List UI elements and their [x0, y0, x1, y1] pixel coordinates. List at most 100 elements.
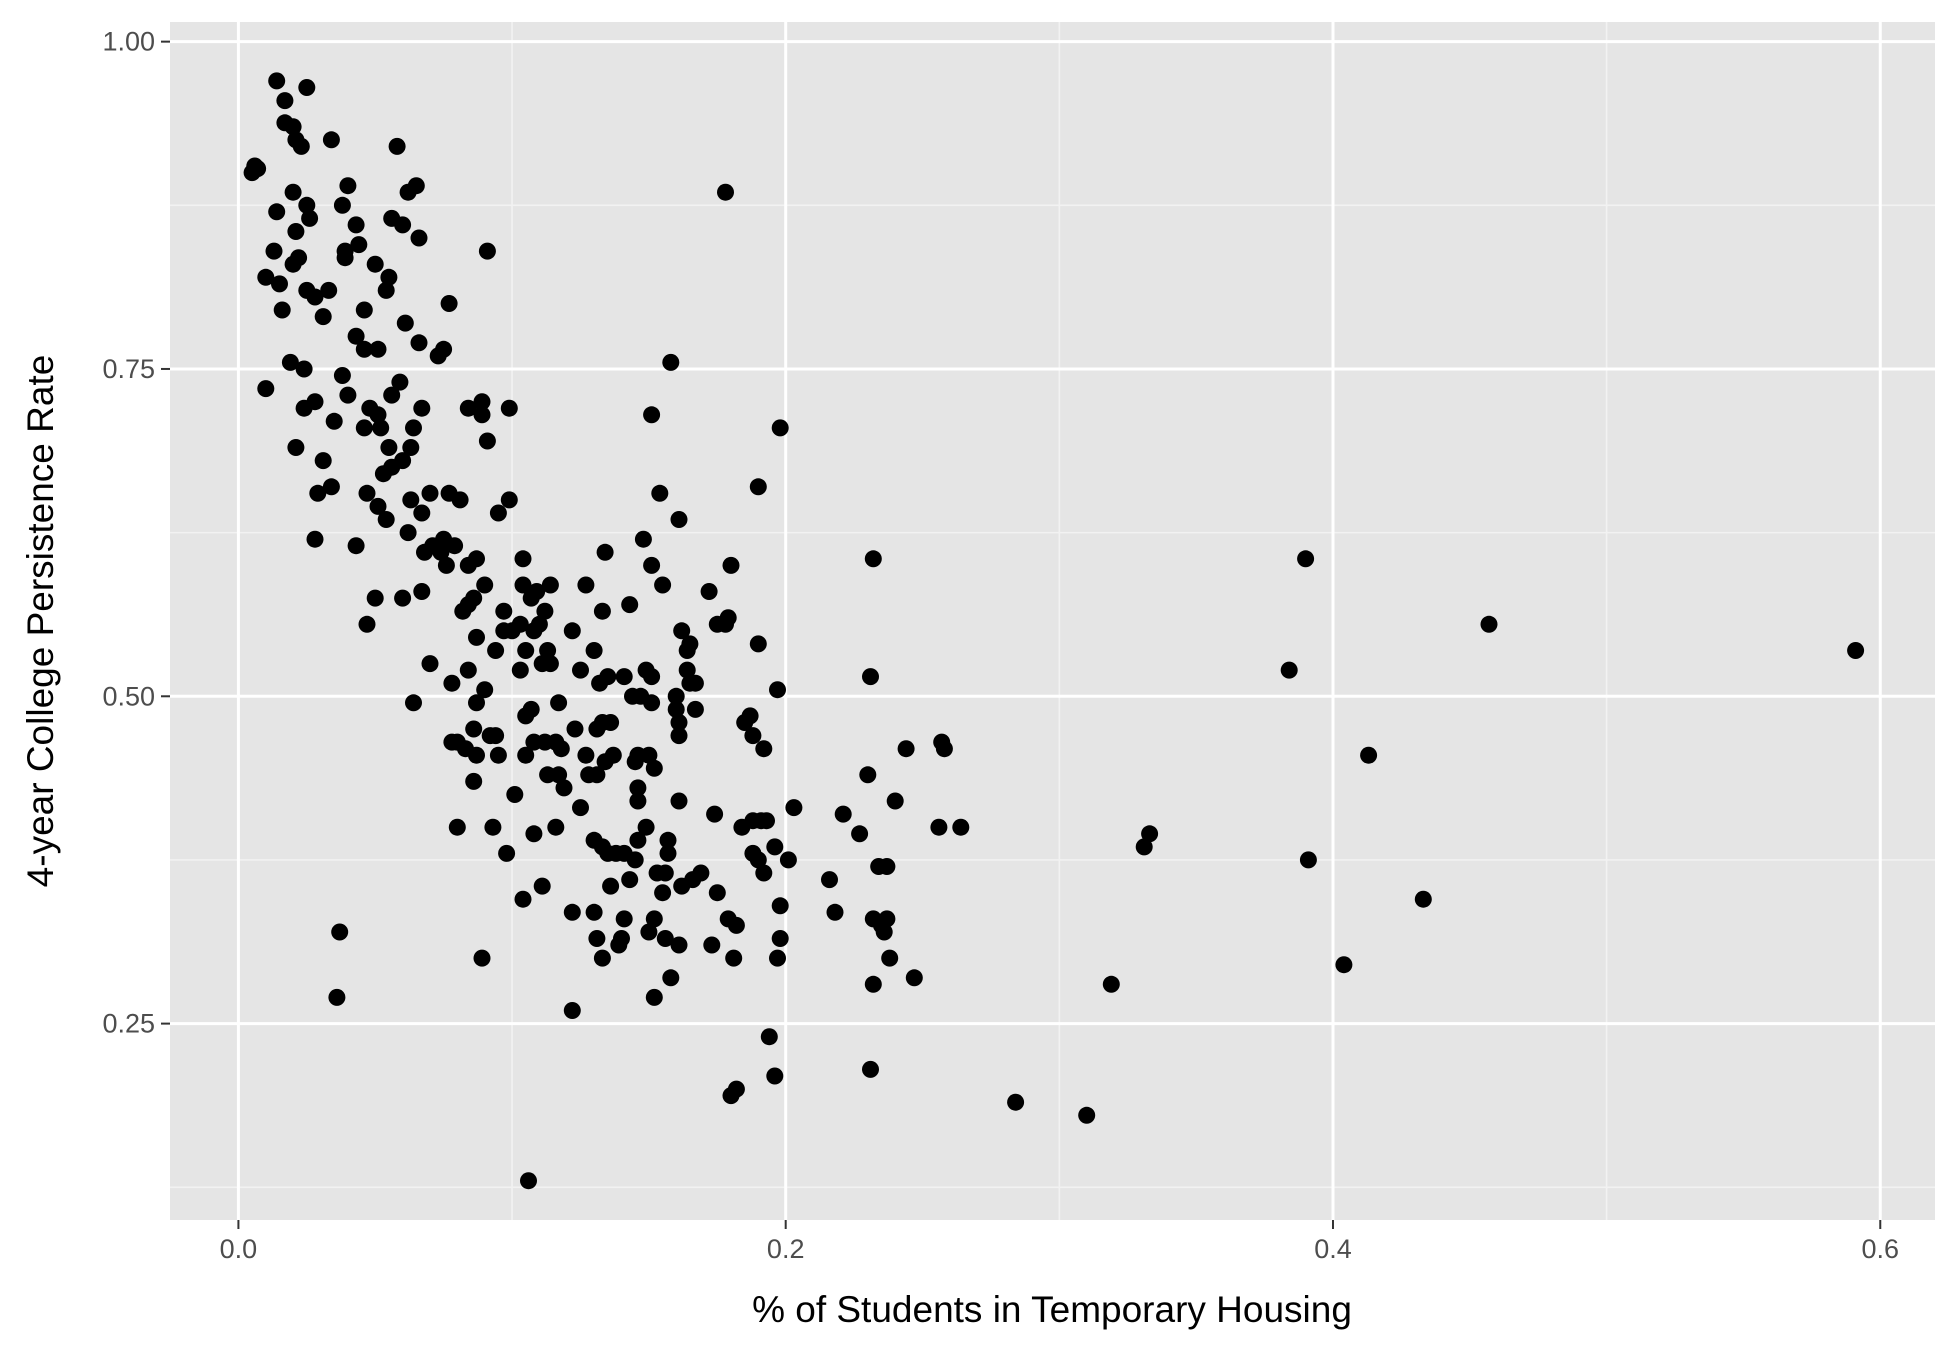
data-point: [495, 602, 513, 620]
data-point: [391, 373, 409, 391]
data-point: [1102, 975, 1120, 993]
data-point: [372, 419, 390, 437]
data-point: [478, 432, 496, 450]
data-point: [755, 864, 773, 882]
data-point: [249, 160, 267, 178]
data-point: [643, 406, 661, 424]
data-point: [555, 779, 573, 797]
data-point: [602, 877, 620, 895]
data-point: [550, 694, 568, 712]
data-point: [443, 674, 461, 692]
data-point: [878, 910, 896, 928]
data-point: [681, 635, 699, 653]
data-point: [459, 661, 477, 679]
data-point: [667, 687, 685, 705]
data-point: [421, 484, 439, 502]
data-point: [725, 949, 743, 967]
data-point: [366, 255, 384, 273]
data-points: [243, 72, 1865, 1190]
data-point: [670, 727, 688, 745]
data-point: [476, 576, 494, 594]
data-point: [520, 1172, 537, 1190]
data-point: [295, 360, 313, 378]
data-point: [563, 622, 581, 640]
data-point: [629, 792, 647, 810]
data-point: [585, 642, 603, 659]
data-point: [785, 799, 803, 817]
data-point: [333, 196, 351, 214]
data-point: [1141, 825, 1159, 843]
data-point: [481, 727, 499, 745]
data-point: [284, 255, 302, 273]
data-point: [1847, 642, 1865, 659]
data-point: [506, 786, 524, 803]
data-point: [758, 812, 775, 830]
data-point: [577, 746, 595, 764]
data-point: [572, 661, 589, 679]
data-point: [604, 746, 622, 764]
y-tick-label: 0.25: [102, 1009, 155, 1039]
data-point: [905, 969, 923, 987]
data-point: [525, 825, 543, 843]
data-point: [446, 537, 464, 555]
data-point: [771, 897, 789, 915]
data-point: [333, 367, 351, 384]
data-point: [328, 988, 346, 1006]
data-point: [468, 550, 485, 568]
minor-grid-lines: [170, 22, 1935, 1220]
data-point: [377, 281, 395, 299]
data-point: [399, 183, 417, 201]
data-point: [416, 543, 433, 561]
data-point: [336, 249, 354, 267]
data-point: [640, 923, 658, 941]
data-point: [629, 779, 647, 797]
data-point: [489, 504, 507, 522]
data-point: [473, 406, 491, 424]
data-point: [394, 216, 412, 234]
data-point: [539, 642, 557, 659]
data-point: [1280, 661, 1298, 679]
y-axis-title: 4-year College Persistence Rate: [20, 355, 61, 888]
data-point: [271, 275, 288, 293]
data-point: [703, 936, 721, 954]
data-point: [476, 681, 494, 699]
data-point: [377, 511, 395, 528]
data-point: [347, 216, 365, 234]
data-point: [374, 465, 392, 483]
data-point: [369, 340, 387, 358]
data-point: [284, 118, 302, 136]
data-point: [717, 183, 734, 201]
y-tick-label: 0.75: [102, 354, 155, 384]
data-point: [656, 864, 674, 882]
data-point: [413, 583, 431, 600]
y-tick-label: 1.00: [102, 27, 155, 57]
data-point: [498, 844, 516, 862]
data-point: [678, 661, 696, 679]
data-point: [1297, 550, 1315, 568]
data-point: [413, 399, 431, 417]
data-point: [755, 740, 773, 758]
data-point: [659, 844, 677, 862]
data-point: [862, 1060, 879, 1078]
data-point: [410, 229, 428, 247]
data-point: [771, 930, 789, 947]
data-point: [369, 406, 387, 424]
data-point: [881, 949, 899, 967]
data-point: [930, 818, 948, 836]
data-point: [468, 746, 485, 764]
data-point: [355, 419, 373, 437]
data-point: [700, 583, 718, 600]
data-point: [670, 792, 688, 810]
data-point: [465, 772, 483, 790]
data-point: [314, 452, 332, 470]
data-point: [339, 177, 357, 195]
data-point: [547, 818, 565, 836]
x-tick-label: 0.4: [1314, 1234, 1352, 1264]
data-point: [779, 851, 797, 869]
data-point: [301, 209, 319, 227]
data-point: [514, 890, 532, 908]
x-tick-label: 0.6: [1861, 1234, 1899, 1264]
data-point: [487, 642, 505, 659]
data-point: [339, 386, 357, 404]
